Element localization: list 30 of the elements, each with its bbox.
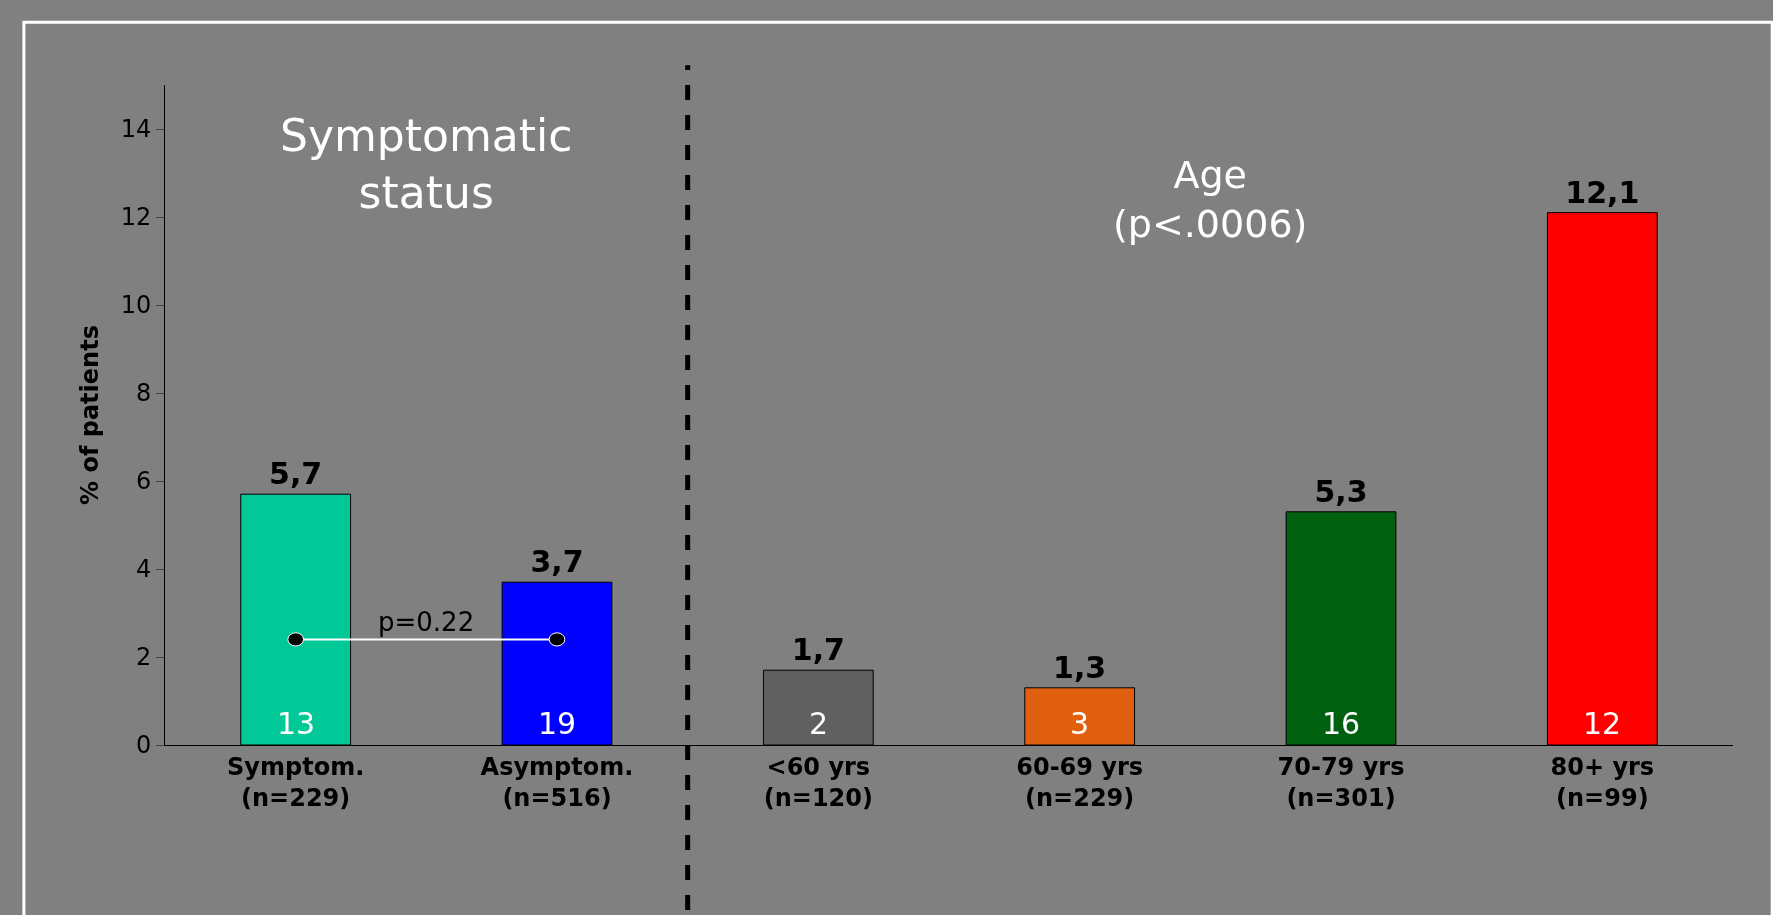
annotation: Symptomatic status xyxy=(280,110,573,219)
annotation: 19 xyxy=(538,706,577,741)
x-tick-label: 60-69 yrs (n=229) xyxy=(1016,752,1144,812)
data-label: 12,1 xyxy=(1565,174,1640,210)
x-tick-label: Symptom. (n=229) xyxy=(227,752,365,812)
data-label: 3,7 xyxy=(530,544,584,580)
y-axis-title: % of patients xyxy=(75,325,104,505)
annotation: 16 xyxy=(1322,706,1361,741)
annotation: 12 xyxy=(1583,706,1622,741)
data-label: 5,7 xyxy=(269,456,323,492)
x-tick-label: 70-79 yrs (n=301) xyxy=(1277,752,1405,812)
y-tick-label: 6 xyxy=(135,467,152,496)
y-tick-label: 0 xyxy=(135,731,152,760)
y-tick-label: 10 xyxy=(120,291,152,320)
y-tick-label: 14 xyxy=(120,115,152,144)
annotation: p=0.22 xyxy=(378,607,475,637)
y-tick-label: 2 xyxy=(135,643,152,672)
y-tick-label: 4 xyxy=(135,555,152,584)
x-tick-label: Asymptom. (n=516) xyxy=(480,752,634,812)
x-tick-label: <60 yrs (n=120) xyxy=(763,752,873,812)
data-label: 1,7 xyxy=(791,632,845,668)
annotation: 3 xyxy=(1070,706,1090,741)
annotation: Age (p<.0006) xyxy=(1113,153,1308,247)
annotation: 13 xyxy=(277,706,316,741)
x-tick-label: 80+ yrs (n=99) xyxy=(1550,752,1655,812)
data-label: 1,3 xyxy=(1053,649,1107,685)
y-tick-label: 8 xyxy=(135,379,152,408)
annotation: 2 xyxy=(809,706,829,741)
y-tick-label: 12 xyxy=(120,203,152,232)
data-label: 5,3 xyxy=(1314,473,1368,509)
